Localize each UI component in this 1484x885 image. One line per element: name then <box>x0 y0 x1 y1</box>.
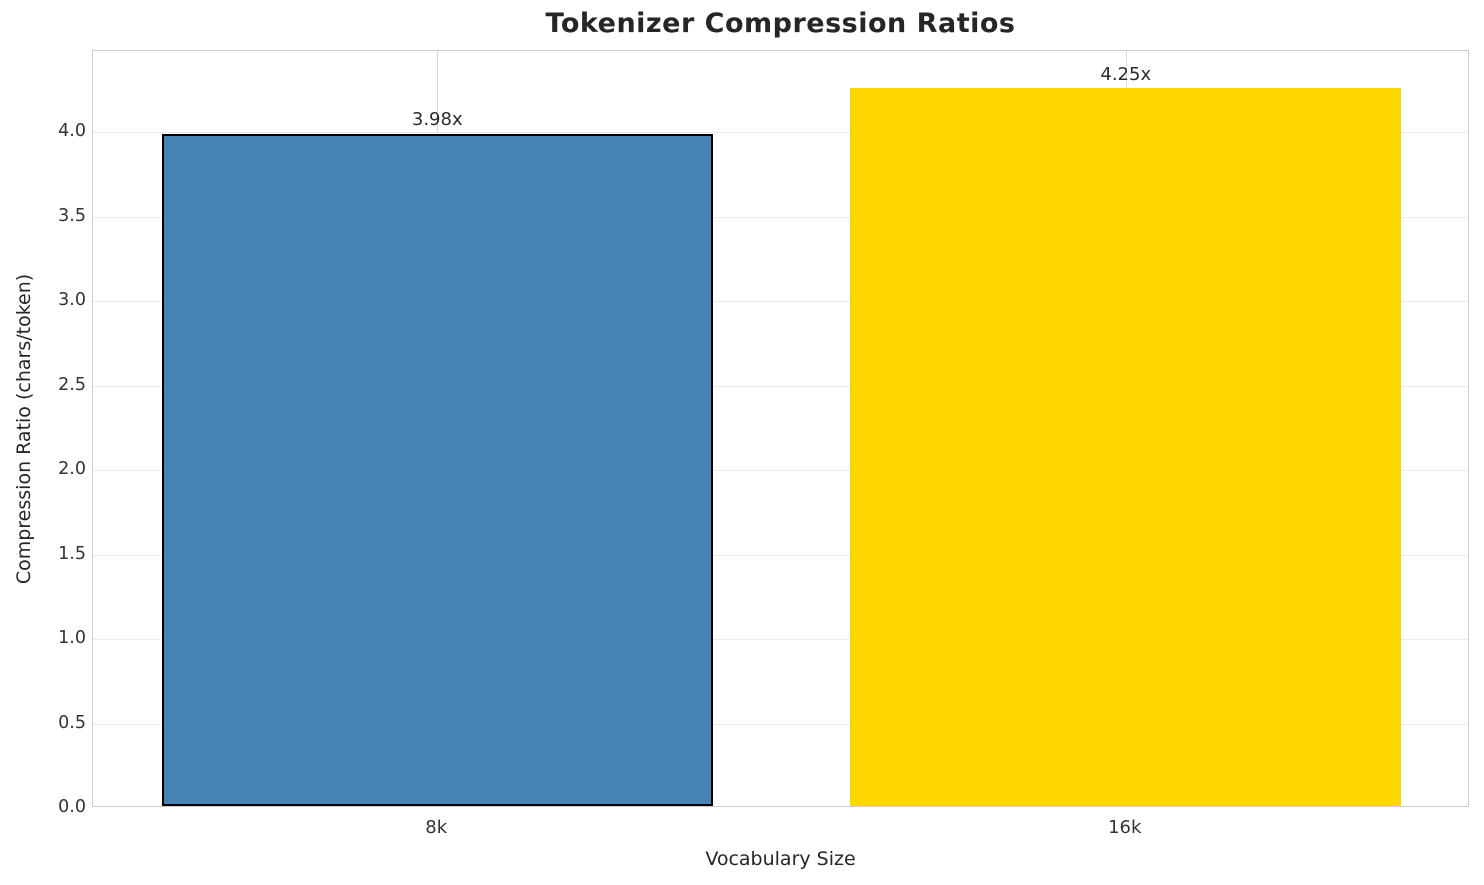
y-axis-label: Compression Ratio (chars/token) <box>13 273 35 584</box>
horizontal-gridline <box>93 723 1468 725</box>
y-tick-label: 1.0 <box>58 628 86 649</box>
horizontal-gridline <box>93 216 1468 218</box>
y-axis-label-container: Compression Ratio (chars/token) <box>0 50 48 807</box>
plot-area: 3.98x 4.25x <box>92 50 1469 807</box>
bar-value-label: 3.98x <box>411 109 463 131</box>
bar-16k <box>850 87 1402 806</box>
horizontal-gridline <box>93 132 1468 134</box>
y-tick-label: 3.0 <box>58 290 86 311</box>
y-tick-label: 2.5 <box>58 374 86 395</box>
bar-value-label: 4.25x <box>1100 63 1152 85</box>
y-tick-label: 1.5 <box>58 543 86 564</box>
x-tick-label: 8k <box>425 817 448 838</box>
bar-8k <box>161 133 713 806</box>
y-tick-label: 0.0 <box>58 797 86 817</box>
horizontal-gridline <box>93 554 1468 556</box>
horizontal-gridline <box>93 470 1468 472</box>
y-tick-label: 4.0 <box>58 121 86 142</box>
horizontal-gridline <box>93 639 1468 641</box>
horizontal-gridline <box>93 301 1468 303</box>
y-tick-label: 3.5 <box>58 205 86 226</box>
y-tick-label: 2.0 <box>58 459 86 480</box>
x-axis-label: Vocabulary Size <box>705 848 856 870</box>
x-tick-label: 16k <box>1108 817 1142 838</box>
y-tick-label: 0.5 <box>58 712 86 733</box>
horizontal-gridline <box>93 385 1468 387</box>
chart-title: Tokenizer Compression Ratios <box>545 8 1016 39</box>
